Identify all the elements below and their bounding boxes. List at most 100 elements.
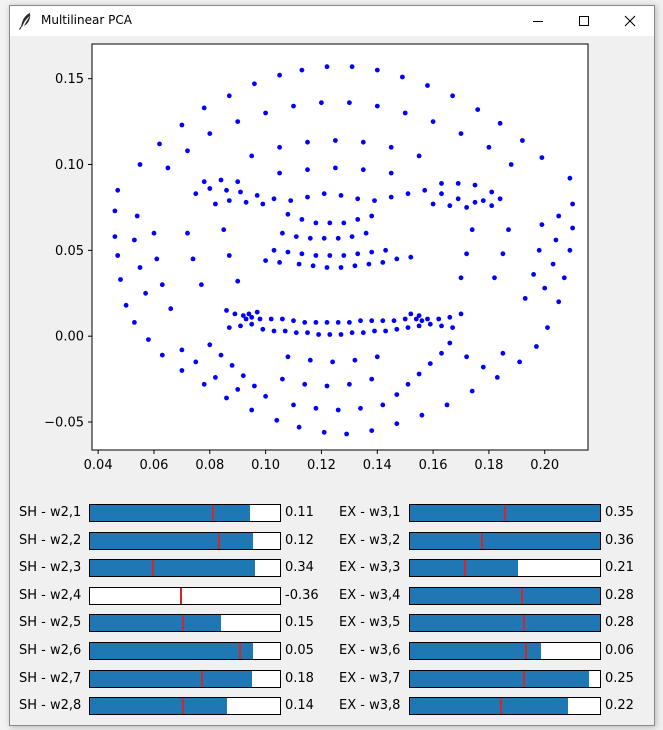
data-point <box>271 196 277 202</box>
slider-marker[interactable] <box>523 615 525 632</box>
data-point <box>469 388 475 394</box>
feather-icon <box>18 12 34 30</box>
data-point <box>179 122 185 128</box>
data-point <box>254 193 260 198</box>
slider-label: EX - w3,7 <box>339 670 401 686</box>
weight-slider[interactable] <box>89 586 281 605</box>
data-point <box>218 352 224 358</box>
slider-value: 0.28 <box>605 615 634 631</box>
slider-marker[interactable] <box>182 698 185 715</box>
data-point <box>419 318 425 324</box>
data-point <box>464 354 469 360</box>
slider-row: EX - w3,8 0.22 <box>339 697 649 716</box>
data-point <box>416 153 422 159</box>
data-point <box>229 363 235 368</box>
data-point <box>226 253 232 258</box>
data-point <box>360 167 366 173</box>
data-point <box>137 265 143 270</box>
slider-marker[interactable] <box>218 532 221 549</box>
weight-slider[interactable] <box>409 697 601 716</box>
data-point <box>333 138 338 143</box>
data-point <box>132 320 137 325</box>
data-point <box>327 332 333 337</box>
slider-marker[interactable] <box>239 643 242 659</box>
data-point <box>238 189 243 195</box>
data-point <box>263 258 268 263</box>
data-point <box>450 93 455 99</box>
data-point <box>263 393 268 399</box>
data-point <box>355 217 361 222</box>
data-point <box>550 261 556 267</box>
weight-slider[interactable] <box>89 669 281 688</box>
data-point <box>285 211 291 217</box>
data-point <box>489 203 495 209</box>
slider-marker[interactable] <box>523 670 525 687</box>
weight-slider[interactable] <box>89 614 281 633</box>
slider-value: 0.11 <box>285 505 314 520</box>
data-point <box>388 144 394 150</box>
weight-slider[interactable] <box>89 531 281 550</box>
data-point <box>313 253 319 258</box>
weight-slider[interactable] <box>409 586 601 605</box>
slider-marker[interactable] <box>481 532 484 549</box>
data-point <box>372 198 377 204</box>
maximize-button[interactable] <box>561 6 607 36</box>
x-tick-label: 0.10 <box>251 458 280 473</box>
weight-slider[interactable] <box>409 614 601 633</box>
data-point <box>369 376 375 382</box>
slider-marker[interactable] <box>201 670 204 687</box>
data-point <box>355 196 361 202</box>
weight-slider[interactable] <box>89 697 281 716</box>
title-bar[interactable]: Multilinear PCA <box>10 6 654 36</box>
x-tick-label: 0.12 <box>307 458 336 473</box>
slider-marker[interactable] <box>464 560 467 577</box>
slider-marker[interactable] <box>524 643 527 659</box>
data-point <box>307 357 313 363</box>
weight-slider[interactable] <box>409 531 601 550</box>
data-point <box>249 153 255 159</box>
weight-slider[interactable] <box>89 559 281 578</box>
weight-slider[interactable] <box>409 642 601 660</box>
data-point <box>277 170 282 176</box>
weight-slider[interactable] <box>409 669 601 688</box>
plot-area <box>91 43 589 451</box>
data-point <box>238 323 243 329</box>
close-button[interactable] <box>607 6 653 36</box>
weight-slider[interactable] <box>409 559 601 578</box>
slider-marker[interactable] <box>500 698 503 715</box>
slider-marker[interactable] <box>151 560 154 577</box>
slider-value: 0.12 <box>285 532 314 548</box>
data-point <box>335 407 341 413</box>
slider-label: EX - w3,1 <box>339 505 401 520</box>
data-point <box>391 318 397 324</box>
data-point <box>447 314 453 320</box>
data-point <box>427 361 433 366</box>
weight-slider[interactable] <box>409 504 601 522</box>
slider-marker[interactable] <box>504 505 506 521</box>
minimize-button[interactable] <box>515 6 561 36</box>
slider-marker[interactable] <box>182 615 185 632</box>
y-tick-label: −0.05 <box>44 416 84 431</box>
data-point <box>416 323 422 329</box>
data-point <box>277 144 282 150</box>
slider-row: SH - w2,3 0.34 <box>19 559 349 578</box>
data-point <box>416 371 422 377</box>
data-point <box>293 330 299 336</box>
weight-slider[interactable] <box>89 504 281 522</box>
data-point <box>556 299 562 305</box>
data-point <box>405 191 411 197</box>
slider-marker[interactable] <box>212 505 215 521</box>
data-point <box>299 67 305 73</box>
data-point <box>341 253 347 258</box>
slider-label: SH - w2,6 <box>19 643 82 658</box>
data-point <box>179 347 185 353</box>
slider-marker[interactable] <box>521 587 524 604</box>
data-point <box>218 177 224 183</box>
data-point <box>159 282 165 288</box>
data-point <box>355 251 361 257</box>
weight-slider[interactable] <box>89 642 281 660</box>
data-point <box>291 318 296 324</box>
data-point <box>185 148 190 154</box>
slider-marker[interactable] <box>180 587 183 604</box>
data-point <box>374 103 380 109</box>
